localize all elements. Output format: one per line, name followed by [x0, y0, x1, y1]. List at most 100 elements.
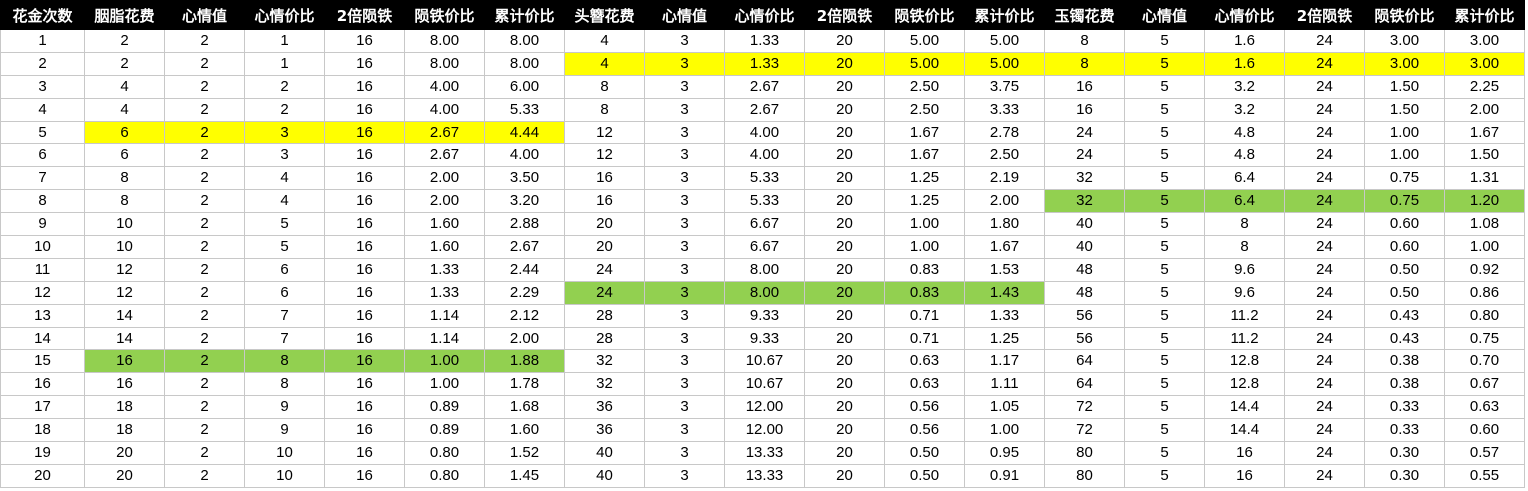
table-cell[interactable]: 0.71	[884, 303, 965, 328]
table-cell[interactable]: 24	[1284, 395, 1365, 420]
table-cell[interactable]: 0.95	[964, 441, 1045, 465]
table-cell[interactable]: 2	[164, 326, 245, 351]
table-cell[interactable]: 2	[164, 212, 245, 237]
table-cell[interactable]: 8	[1044, 29, 1125, 53]
table-cell[interactable]: 1.00	[1364, 143, 1445, 168]
table-cell[interactable]: 4.00	[404, 97, 485, 122]
table-cell[interactable]: 10	[244, 441, 325, 465]
table-cell[interactable]: 32	[1044, 166, 1125, 191]
table-cell[interactable]: 16	[1044, 97, 1125, 122]
table-cell[interactable]: 0.50	[884, 463, 965, 488]
table-cell[interactable]: 1.00	[884, 212, 965, 237]
table-cell[interactable]: 16	[324, 143, 405, 168]
column-header[interactable]: 胭脂花费	[84, 0, 165, 30]
table-cell[interactable]: 1.6	[1204, 51, 1285, 76]
table-cell[interactable]: 2.88	[484, 212, 565, 237]
table-cell[interactable]: 5.33	[724, 166, 805, 191]
table-cell[interactable]: 24	[1284, 463, 1365, 488]
table-cell[interactable]: 14.4	[1204, 418, 1285, 443]
table-cell[interactable]: 6	[84, 120, 165, 145]
table-cell[interactable]: 9	[244, 418, 325, 443]
column-header[interactable]: 头簪花费	[564, 0, 645, 30]
table-cell[interactable]: 80	[1044, 441, 1125, 465]
table-cell[interactable]: 0.91	[964, 463, 1045, 488]
table-cell[interactable]: 0.38	[1364, 349, 1445, 374]
table-cell[interactable]: 6	[244, 280, 325, 305]
table-cell[interactable]: 1.60	[484, 418, 565, 443]
table-cell[interactable]: 20	[804, 143, 885, 168]
table-cell[interactable]: 6.4	[1204, 189, 1285, 214]
table-cell[interactable]: 5	[1124, 143, 1205, 168]
table-cell[interactable]: 24	[564, 280, 645, 305]
table-cell[interactable]: 24	[1284, 51, 1365, 76]
table-cell[interactable]: 5.00	[884, 51, 965, 76]
table-cell[interactable]: 6.00	[484, 74, 565, 99]
table-cell[interactable]: 1.88	[484, 349, 565, 374]
table-cell[interactable]: 11	[0, 257, 85, 282]
table-cell[interactable]: 1.45	[484, 463, 565, 488]
table-cell[interactable]: 3	[644, 143, 725, 168]
table-cell[interactable]: 20	[804, 29, 885, 53]
table-cell[interactable]: 5	[1124, 120, 1205, 145]
table-cell[interactable]: 0.63	[884, 372, 965, 397]
table-cell[interactable]: 5	[1124, 280, 1205, 305]
table-cell[interactable]: 16	[324, 120, 405, 145]
table-cell[interactable]: 20	[564, 212, 645, 237]
table-cell[interactable]: 3	[644, 29, 725, 53]
table-cell[interactable]: 2	[244, 97, 325, 122]
table-cell[interactable]: 1.11	[964, 372, 1045, 397]
table-cell[interactable]: 8	[1204, 235, 1285, 259]
table-cell[interactable]: 40	[564, 441, 645, 465]
table-cell[interactable]: 5	[1124, 97, 1205, 122]
table-cell[interactable]: 20	[804, 395, 885, 420]
table-cell[interactable]: 24	[564, 257, 645, 282]
table-cell[interactable]: 24	[1284, 97, 1365, 122]
column-header[interactable]: 累计价比	[484, 0, 565, 30]
table-cell[interactable]: 16	[564, 189, 645, 214]
column-header[interactable]: 累计价比	[1444, 0, 1525, 30]
table-cell[interactable]: 1.67	[884, 120, 965, 145]
table-cell[interactable]: 1.67	[1444, 120, 1525, 145]
table-cell[interactable]: 16	[324, 235, 405, 259]
table-cell[interactable]: 3	[644, 303, 725, 328]
table-cell[interactable]: 15	[0, 349, 85, 374]
table-cell[interactable]: 5.00	[884, 29, 965, 53]
table-cell[interactable]: 40	[564, 463, 645, 488]
table-cell[interactable]: 16	[324, 74, 405, 99]
table-cell[interactable]: 3.00	[1444, 29, 1525, 53]
table-cell[interactable]: 10	[0, 235, 85, 259]
table-cell[interactable]: 32	[1044, 189, 1125, 214]
table-cell[interactable]: 16	[1204, 463, 1285, 488]
table-cell[interactable]: 2.67	[404, 120, 485, 145]
table-cell[interactable]: 48	[1044, 257, 1125, 282]
table-cell[interactable]: 2.50	[884, 74, 965, 99]
table-cell[interactable]: 2.50	[884, 97, 965, 122]
table-cell[interactable]: 32	[564, 349, 645, 374]
table-cell[interactable]: 0.30	[1364, 441, 1445, 465]
column-header[interactable]: 陨铁价比	[884, 0, 965, 30]
table-cell[interactable]: 3	[644, 372, 725, 397]
table-cell[interactable]: 5	[244, 212, 325, 237]
table-cell[interactable]: 20	[804, 372, 885, 397]
table-cell[interactable]: 12	[84, 280, 165, 305]
table-cell[interactable]: 2	[0, 51, 85, 76]
table-cell[interactable]: 16	[324, 212, 405, 237]
table-cell[interactable]: 1.14	[404, 303, 485, 328]
table-cell[interactable]: 20	[564, 235, 645, 259]
table-cell[interactable]: 10	[244, 463, 325, 488]
column-header[interactable]: 心情值	[164, 0, 245, 30]
column-header[interactable]: 玉镯花费	[1044, 0, 1125, 30]
table-cell[interactable]: 9	[0, 212, 85, 237]
table-cell[interactable]: 0.43	[1364, 326, 1445, 351]
table-cell[interactable]: 64	[1044, 372, 1125, 397]
table-cell[interactable]: 0.70	[1444, 349, 1525, 374]
table-cell[interactable]: 28	[564, 326, 645, 351]
table-cell[interactable]: 24	[1284, 235, 1365, 259]
table-cell[interactable]: 0.50	[1364, 257, 1445, 282]
table-cell[interactable]: 6	[84, 143, 165, 168]
table-cell[interactable]: 5	[1124, 303, 1205, 328]
table-cell[interactable]: 8	[244, 349, 325, 374]
column-header[interactable]: 花金次数	[0, 0, 85, 30]
table-cell[interactable]: 20	[84, 441, 165, 465]
table-cell[interactable]: 2.00	[964, 189, 1045, 214]
